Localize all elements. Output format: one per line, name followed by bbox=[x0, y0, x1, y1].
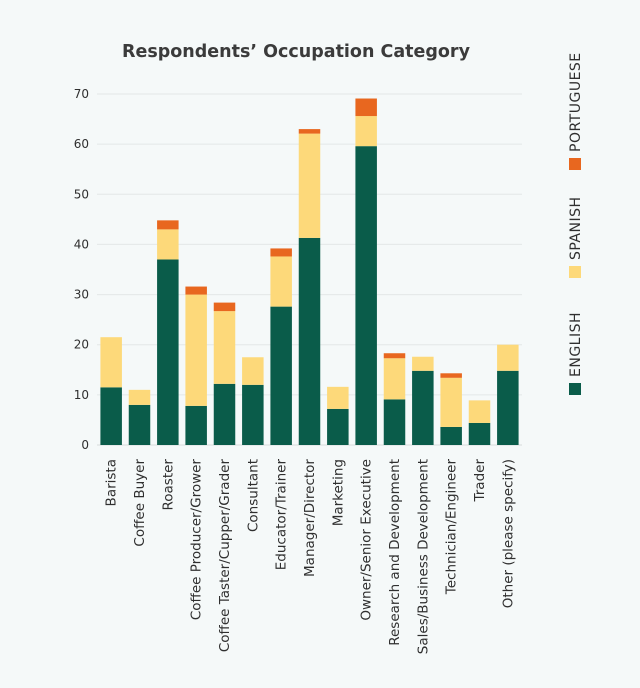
x-axis-labels: Barista Coffee Buyer Roaster Coffee Produce… bbox=[104, 459, 517, 655]
legend-swatch-portuguese bbox=[569, 158, 581, 170]
bar-segment-spanish bbox=[298, 133, 321, 238]
legend-label-spanish: SPANISH bbox=[568, 196, 584, 260]
bar-segment-portuguese bbox=[298, 129, 321, 134]
y-tick-label: 0 bbox=[81, 438, 89, 452]
bar-segment-english bbox=[412, 370, 434, 445]
bar-segment-spanish bbox=[497, 344, 519, 371]
x-tick-label: Technician/Engineer bbox=[444, 459, 460, 596]
y-tick-label: 40 bbox=[74, 237, 89, 251]
bar-segment-spanish bbox=[468, 400, 491, 423]
y-axis-ticks: 0 10 20 30 40 50 60 70 bbox=[74, 87, 89, 452]
y-tick-label: 20 bbox=[74, 338, 89, 352]
x-tick-label: Research and Development bbox=[387, 459, 403, 646]
bar-segment-portuguese bbox=[355, 98, 377, 117]
bar-segment-portuguese bbox=[383, 353, 406, 359]
bar-segment-english bbox=[157, 259, 179, 445]
x-tick-label: Coffee Producer/Grower bbox=[189, 459, 205, 621]
x-tick-label: Other (please specify) bbox=[500, 459, 516, 608]
bar-segment-english bbox=[383, 399, 406, 445]
bar-segment-english bbox=[213, 383, 236, 445]
bar-segment-spanish bbox=[412, 356, 434, 371]
bar-segment-spanish bbox=[383, 358, 406, 400]
bar-segment-english bbox=[468, 422, 491, 445]
x-tick-label: Consultant bbox=[245, 459, 261, 532]
bar-segment-english bbox=[100, 387, 122, 445]
bar-segment-spanish bbox=[355, 116, 377, 147]
legend-label-portuguese: PORTUGUESE bbox=[568, 52, 584, 152]
bar-segment-spanish bbox=[270, 256, 292, 307]
bar-segment-english bbox=[355, 146, 377, 446]
x-tick-label: Coffee Taster/Cupper/Grader bbox=[217, 459, 233, 653]
bar-segment-english bbox=[497, 370, 519, 445]
x-tick-label: Roaster bbox=[160, 459, 176, 511]
bar-segment-english bbox=[270, 306, 292, 445]
chart-title: Respondents’ Occupation Category bbox=[122, 42, 471, 62]
bar-segment-portuguese bbox=[440, 373, 462, 378]
legend-swatch-spanish bbox=[569, 266, 581, 278]
y-tick-label: 50 bbox=[74, 187, 89, 201]
x-tick-label: Marketing bbox=[330, 459, 346, 526]
x-tick-label: Sales/Business Development bbox=[415, 459, 431, 654]
x-tick-label: Owner/Senior Executive bbox=[359, 459, 375, 621]
bar-segment-portuguese bbox=[213, 302, 236, 312]
bar-segment-english bbox=[128, 404, 151, 445]
y-tick-label: 30 bbox=[74, 288, 89, 302]
bar-segment-english bbox=[185, 405, 207, 445]
bar-segment-spanish bbox=[327, 386, 349, 409]
bar-segment-portuguese bbox=[270, 248, 292, 257]
x-tick-label: Coffee Buyer bbox=[132, 459, 148, 547]
bar-segment-spanish bbox=[242, 357, 264, 385]
bar-segment-spanish bbox=[157, 229, 179, 260]
bar-segment-english bbox=[298, 237, 321, 445]
bar-segment-english bbox=[440, 426, 462, 445]
bar-segment-english bbox=[327, 408, 349, 445]
bar-segment-spanish bbox=[185, 294, 207, 406]
x-tick-label: Trader bbox=[472, 459, 488, 503]
bar-segment-portuguese bbox=[185, 286, 207, 295]
x-tick-label: Barista bbox=[104, 459, 120, 506]
y-tick-label: 70 bbox=[74, 87, 89, 101]
bar-segment-portuguese bbox=[157, 220, 179, 230]
x-tick-label: Manager/Director bbox=[302, 459, 318, 577]
bar-segment-english bbox=[242, 384, 264, 445]
legend-label-english: ENGLISH bbox=[568, 312, 584, 377]
bar-segment-spanish bbox=[440, 377, 462, 427]
bar-segment-spanish bbox=[213, 311, 236, 384]
legend: ENGLISH SPANISH PORTUGUESE bbox=[568, 52, 584, 395]
bar-segment-spanish bbox=[128, 389, 151, 405]
x-tick-label: Educator/Trainer bbox=[274, 459, 290, 571]
y-tick-label: 60 bbox=[74, 137, 89, 151]
legend-swatch-english bbox=[569, 383, 581, 395]
y-tick-label: 10 bbox=[74, 388, 89, 402]
bars bbox=[100, 98, 519, 446]
bar-segment-spanish bbox=[100, 337, 122, 388]
